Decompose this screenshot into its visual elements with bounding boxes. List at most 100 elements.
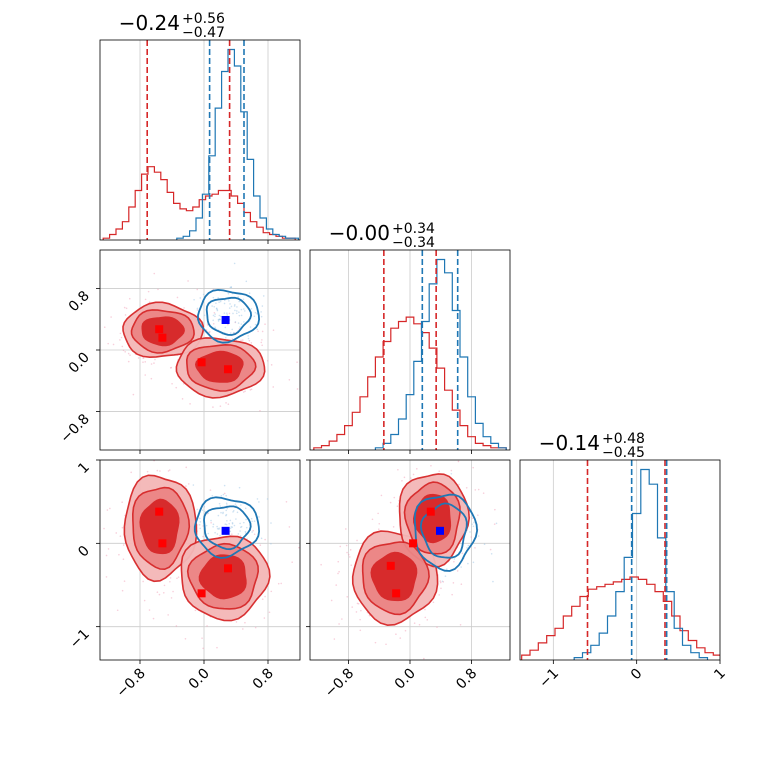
scatter-point-blue	[237, 296, 240, 298]
scatter-point-red	[253, 533, 256, 536]
scatter-point-red	[154, 358, 156, 361]
x-tick-label: 0.8	[250, 666, 277, 693]
scatter-point-red	[122, 349, 125, 352]
scatter-point-blue	[214, 326, 216, 329]
marker-red	[158, 539, 167, 548]
scatter-point-blue	[213, 305, 216, 308]
scatter-point-red	[119, 535, 122, 538]
scatter-point-blue	[250, 307, 253, 310]
scatter-point-red	[436, 626, 438, 628]
scatter-point-red	[127, 360, 130, 363]
scatter-point-red	[268, 611, 271, 614]
scatter-point-red	[438, 470, 441, 473]
scatter-point-blue	[466, 547, 468, 549]
scatter-point-red	[230, 533, 233, 535]
scatter-point-blue	[233, 524, 236, 527]
scatter-point-red	[242, 391, 245, 393]
scatter-point-red	[298, 546, 300, 549]
scatter-point-red	[116, 609, 119, 612]
scatter-point-blue	[253, 315, 256, 318]
scatter-point-red	[129, 354, 131, 356]
scatter-point-blue	[218, 528, 220, 530]
scatter-point-red	[372, 671, 374, 673]
scatter-point-blue	[266, 498, 269, 500]
scatter-point-blue	[207, 512, 209, 514]
scatter-point-red	[438, 594, 441, 596]
scatter-point-red	[127, 352, 130, 355]
scatter-point-red	[171, 382, 173, 385]
scatter-point-red	[494, 508, 496, 511]
scatter-point-red	[410, 477, 412, 479]
scatter-point-red	[202, 647, 204, 650]
scatter-point-red	[368, 614, 371, 617]
scatter-point-blue	[215, 302, 217, 304]
scatter-point-red	[424, 616, 427, 619]
marker-red	[392, 589, 401, 598]
scatter-point-red	[105, 554, 108, 557]
scatter-point-red	[277, 582, 280, 585]
scatter-point-blue	[212, 523, 215, 526]
panel-frame	[99, 39, 301, 241]
scatter-point-red	[196, 309, 199, 311]
scatter-point-red	[187, 483, 190, 485]
marker-red	[197, 589, 206, 598]
scatter-point-red	[183, 307, 185, 309]
scatter-point-blue	[250, 517, 253, 520]
scatter-point-blue	[217, 297, 220, 299]
scatter-point-red	[194, 609, 197, 612]
scatter-point-red	[130, 471, 132, 474]
scatter-point-blue	[251, 531, 253, 533]
scatter-point-red	[123, 306, 126, 309]
scatter-point-blue	[224, 326, 227, 329]
scatter-point-red	[252, 529, 254, 532]
scatter-point-red	[259, 544, 262, 547]
scatter-point-blue	[236, 306, 238, 308]
scatter-point-blue	[214, 315, 216, 318]
contour-red	[139, 498, 180, 555]
scatter-point-blue	[235, 504, 237, 507]
scatter-point-red	[123, 580, 126, 582]
scatter-point-red	[137, 357, 140, 359]
scatter-point-red	[288, 378, 291, 381]
scatter-point-blue	[234, 503, 237, 505]
scatter-point-red	[404, 629, 407, 632]
scatter-point-blue	[229, 527, 232, 530]
scatter-point-blue	[211, 305, 213, 307]
scatter-point-red	[460, 583, 463, 586]
scatter-point-red	[428, 414, 430, 416]
scatter-point-blue	[254, 311, 257, 314]
scatter-point-red	[120, 336, 123, 339]
scatter-point-red	[439, 580, 442, 582]
scatter-point-red	[418, 623, 421, 626]
scatter-point-blue	[242, 298, 245, 301]
scatter-point-red	[235, 621, 238, 623]
scatter-point-red	[157, 288, 159, 291]
scatter-point-blue	[240, 308, 243, 311]
scatter-point-blue	[256, 498, 259, 500]
contour-blue	[193, 496, 261, 559]
scatter-point-blue	[196, 508, 199, 511]
scatter-point-blue	[199, 297, 202, 299]
scatter-point-blue	[202, 293, 205, 296]
scatter-point-red	[385, 643, 387, 646]
scatter-point-blue	[260, 315, 263, 318]
scatter-point-red	[109, 507, 111, 510]
scatter-point-red	[144, 361, 147, 363]
scatter-point-red	[474, 547, 476, 549]
scatter-point-red	[457, 460, 460, 463]
scatter-point-red	[272, 386, 275, 388]
scatter-point-red	[209, 489, 212, 491]
marker-blue	[436, 526, 444, 535]
scatter-point-blue	[199, 527, 201, 530]
scatter-point-blue	[239, 522, 241, 525]
scatter-point-red	[482, 492, 485, 494]
x-tick-label: 0	[628, 666, 646, 684]
scatter-point-blue	[223, 312, 226, 314]
scatter-point-red	[451, 593, 453, 596]
scatter-point-red	[156, 591, 159, 594]
scatter-point-blue	[220, 511, 222, 514]
scatter-point-blue	[199, 517, 201, 520]
scatter-point-blue	[217, 514, 220, 517]
scatter-point-red	[125, 307, 128, 310]
title-minus: −0.47	[182, 25, 225, 41]
